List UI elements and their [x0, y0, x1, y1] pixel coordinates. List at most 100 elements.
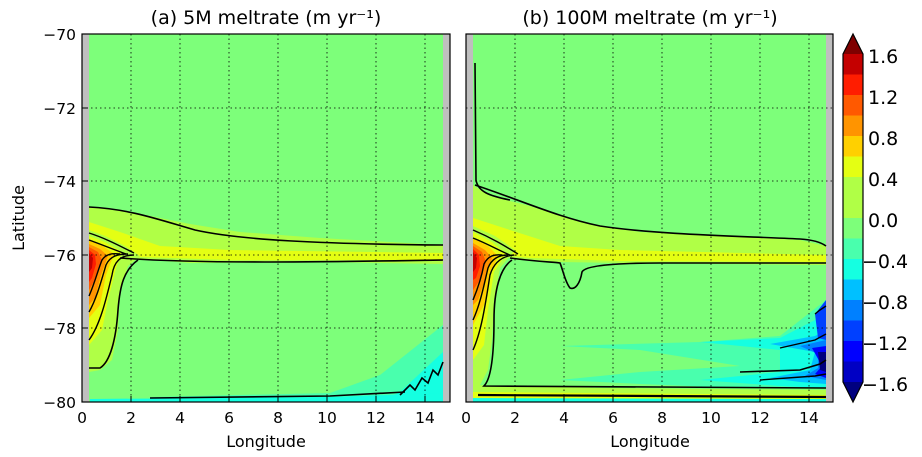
panel-a-xtick-7: 14: [415, 409, 435, 427]
colorbar-outline: [842, 32, 864, 404]
panel-b-xtick-2: 4: [559, 409, 569, 427]
panel-a-frame: [81, 33, 451, 403]
colorbar-seg-4: [843, 115, 863, 136]
panel-b-south-band-edge: [473, 398, 826, 402]
panel-a-ytick-3: −76: [43, 247, 76, 265]
panel-b-contour-refreeze-1: [779, 333, 827, 349]
colorbar-seg-6: [843, 156, 863, 177]
colorbar-tick-7: −1.2: [862, 333, 908, 355]
panel-b-contour-inner-5: [472, 229, 519, 255]
colorbar-seg-11: [843, 259, 863, 280]
panel-b-contour-boundary: [482, 259, 827, 389]
panel-b-contour-upper: [474, 184, 827, 247]
panel-a-xtick-1: 2: [126, 409, 136, 427]
panel-a: (a) 5M meltrate (m yr⁻¹) 0 2 4 6 8 10 12…: [9, 7, 451, 451]
panel-a-fields: [82, 34, 450, 402]
colorbar-seg-14: [843, 320, 863, 341]
panel-a-refreeze-bottom: [90, 393, 443, 402]
panel-b-contour-lower: [509, 257, 826, 290]
panel-a-contour-boundary: [89, 259, 139, 369]
panel-b-contour-south: [477, 393, 827, 399]
colorbar-tick-5: −0.4: [862, 251, 908, 273]
panel-b-contour-refreeze-2: [739, 359, 827, 373]
panel-a-refreeze-region: [150, 325, 443, 402]
panel-b-frame: [465, 33, 834, 403]
colorbar-seg-8: [843, 197, 863, 218]
panel-b-contour-inner-4: [472, 237, 513, 257]
panel-b-melt-tongue: [473, 185, 826, 265]
panel-a-left-mask: [82, 34, 89, 402]
colorbar-tick-8: −1.6: [862, 374, 908, 396]
panel-a-ytick-5: −80: [43, 394, 76, 412]
colorbar-seg-16: [843, 361, 863, 382]
panel-b: (b) 100M meltrate (m yr⁻¹) 0 2 4 6 8 10 …: [461, 7, 834, 451]
panel-a-contour-inner-1: [88, 254, 135, 341]
colorbar-tick-1: 1.2: [868, 87, 898, 109]
colorbar-tick-2: 0.8: [868, 128, 898, 150]
panel-a-contour-south: [149, 391, 406, 399]
panel-b-contour-inner-3: [472, 254, 503, 301]
panel-b-contour-refreeze-3: [759, 373, 827, 381]
panel-a-xtick-5: 10: [317, 409, 337, 427]
panel-b-contour-refreeze-4: [814, 305, 827, 315]
panel-a-xtick-0: 0: [77, 409, 87, 427]
colorbar-seg-5: [843, 136, 863, 157]
panel-b-right-mask: [826, 34, 833, 402]
colorbar-seg-2: [843, 74, 863, 95]
panel-b-xtick-6: 12: [750, 409, 770, 427]
colorbar-tick-4: 0.0: [868, 210, 898, 232]
panel-a-xtick-4: 8: [273, 409, 283, 427]
colorbar-tick-3: 0.4: [868, 169, 898, 191]
colorbar-seg-7: [843, 177, 863, 198]
panel-a-contour-inner-3: [88, 252, 121, 297]
colorbar-seg-13: [843, 300, 863, 321]
colorbar-seg-1: [843, 54, 863, 75]
panel-a-xtick-2: 4: [175, 409, 185, 427]
panel-a-contour-lower: [119, 257, 444, 263]
panel-a-contour-upper: [88, 206, 444, 246]
colorbar-tick-6: −0.8: [862, 292, 908, 314]
panel-b-xlabel: Longitude: [610, 432, 690, 451]
panel-b-xtick-7: 14: [799, 409, 819, 427]
panel-a-xlabel: Longitude: [226, 432, 306, 451]
panel-a-ticks: [81, 33, 426, 403]
panel-b-contour-inner-1: [472, 254, 515, 351]
panel-a-xtick-6: 12: [366, 409, 386, 427]
colorbar-seg-12: [843, 279, 863, 300]
panel-a-grid: [82, 34, 450, 402]
panel-b-title: (b) 100M meltrate (m yr⁻¹): [522, 7, 777, 29]
panel-b-contour-west: [474, 62, 511, 201]
panel-b-ticks: [465, 396, 810, 402]
panel-b-contour-inner-2: [472, 254, 509, 321]
panel-b-refreeze-1: [700, 312, 826, 388]
panel-b-xtick-3: 6: [608, 409, 618, 427]
panel-b-fields: [466, 34, 833, 402]
panel-b-xtick-1: 2: [510, 409, 520, 427]
panel-a-contour-inner-5: [88, 232, 135, 254]
panel-b-xtick-0: 0: [461, 409, 471, 427]
panel-b-melt-tongue-core: [473, 218, 826, 262]
panel-b-refreeze-top: [815, 300, 826, 340]
panel-b-xtick-5: 10: [701, 409, 721, 427]
panel-a-refreeze-strong: [380, 352, 443, 402]
colorbar-seg-3: [843, 95, 863, 116]
panel-a-xtick-3: 6: [224, 409, 234, 427]
panel-a-contour-inner-4: [88, 239, 127, 255]
colorbar-seg-15: [843, 341, 863, 362]
panel-a-ytick-4: −78: [43, 320, 76, 338]
panel-a-ylabel: Latitude: [9, 185, 28, 251]
colorbar: 1.6 1.2 0.8 0.4 0.0 −0.4 −0.8 −1.2 −1.6: [842, 32, 908, 404]
colorbar-tick-0: 1.6: [868, 46, 898, 68]
colorbar-bottom-extension: [843, 382, 863, 402]
panel-a-right-mask: [443, 34, 450, 402]
panel-a-title: (a) 5M meltrate (m yr⁻¹): [151, 7, 382, 29]
panel-a-boundary-melt-7: [89, 253, 93, 272]
panel-b-refreeze-region: [560, 300, 826, 388]
colorbar-seg-9: [843, 218, 863, 239]
panel-a-melt-tongue-core: [89, 222, 443, 260]
panel-b-boundary-melt-7: [473, 252, 477, 272]
panel-b-xtick-4: 8: [657, 409, 667, 427]
panel-a-ytick-1: −72: [43, 100, 76, 118]
colorbar-top-extension: [843, 34, 863, 54]
